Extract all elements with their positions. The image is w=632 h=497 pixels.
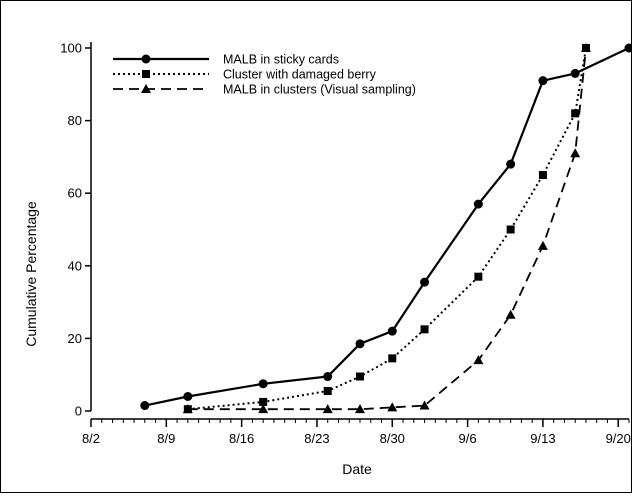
data-point <box>323 387 332 396</box>
legend-marker <box>141 84 151 93</box>
data-point <box>420 325 429 334</box>
data-point <box>258 379 268 389</box>
data-point <box>624 43 632 53</box>
data-point <box>505 309 516 319</box>
y-tick-label: 20 <box>68 331 82 346</box>
data-point <box>356 372 364 381</box>
data-point <box>323 372 333 382</box>
data-point <box>538 171 547 180</box>
legend-label: MALB in sticky cards <box>223 53 339 67</box>
x-tick-label: 9/6 <box>459 431 477 446</box>
data-point <box>538 76 548 86</box>
y-tick-label: 60 <box>68 186 82 201</box>
series-3 <box>182 43 591 414</box>
series-2 <box>183 44 590 414</box>
data-point <box>388 354 397 363</box>
x-axis-title: Date <box>342 461 372 477</box>
x-tick-label: 8/23 <box>304 431 329 446</box>
x-tick-label: 9/20 <box>606 431 631 446</box>
legend-label: Cluster with damaged berry <box>223 68 377 82</box>
x-tick-label: 8/2 <box>82 431 100 446</box>
data-point <box>355 339 365 349</box>
data-point <box>140 401 150 411</box>
legend-entry-1: MALB in sticky cards <box>113 53 339 67</box>
y-axis-title: Cumulative Percentage <box>23 201 39 347</box>
data-point <box>387 402 398 412</box>
y-tick-label: 0 <box>75 404 82 419</box>
legend-marker <box>141 54 151 64</box>
legend-label: MALB in clusters (Visual sampling) <box>223 83 416 97</box>
legend-entry-2: Cluster with damaged berry <box>113 68 377 82</box>
data-point <box>419 400 430 410</box>
data-point <box>571 109 580 118</box>
axes: 0 20 40 60 80 100 8/2 8/9 8/16 8/23 8/30 9/6 9/13 9/2… <box>60 41 631 447</box>
data-point <box>473 199 483 209</box>
data-point <box>474 272 483 281</box>
x-tick-label: 8/30 <box>380 431 405 446</box>
legend-marker <box>142 70 150 78</box>
x-tick-label: 8/9 <box>157 431 175 446</box>
data-point <box>322 404 333 414</box>
series-layer <box>140 43 632 414</box>
legend-entry-3: MALB in clusters (Visual sampling) <box>113 83 416 97</box>
data-point <box>182 404 193 414</box>
series-line <box>187 47 587 411</box>
y-tick-label: 80 <box>68 113 82 128</box>
data-point <box>580 43 591 52</box>
data-point <box>355 404 365 414</box>
data-point <box>570 68 580 78</box>
data-point <box>420 277 430 287</box>
series-1 <box>140 43 632 411</box>
data-point <box>506 225 515 234</box>
data-point <box>537 240 548 250</box>
data-point <box>387 326 397 336</box>
y-tick-label: 100 <box>60 41 82 56</box>
data-point <box>183 391 193 401</box>
data-point <box>570 148 581 158</box>
series-line <box>187 47 587 411</box>
data-point <box>259 397 268 406</box>
x-tick-label: 8/16 <box>229 431 254 446</box>
series-line <box>144 47 630 407</box>
data-point <box>506 159 516 169</box>
data-point <box>258 404 269 414</box>
x-tick-label: 9/13 <box>530 431 555 446</box>
y-tick-label: 40 <box>68 258 82 273</box>
data-point <box>473 355 484 365</box>
